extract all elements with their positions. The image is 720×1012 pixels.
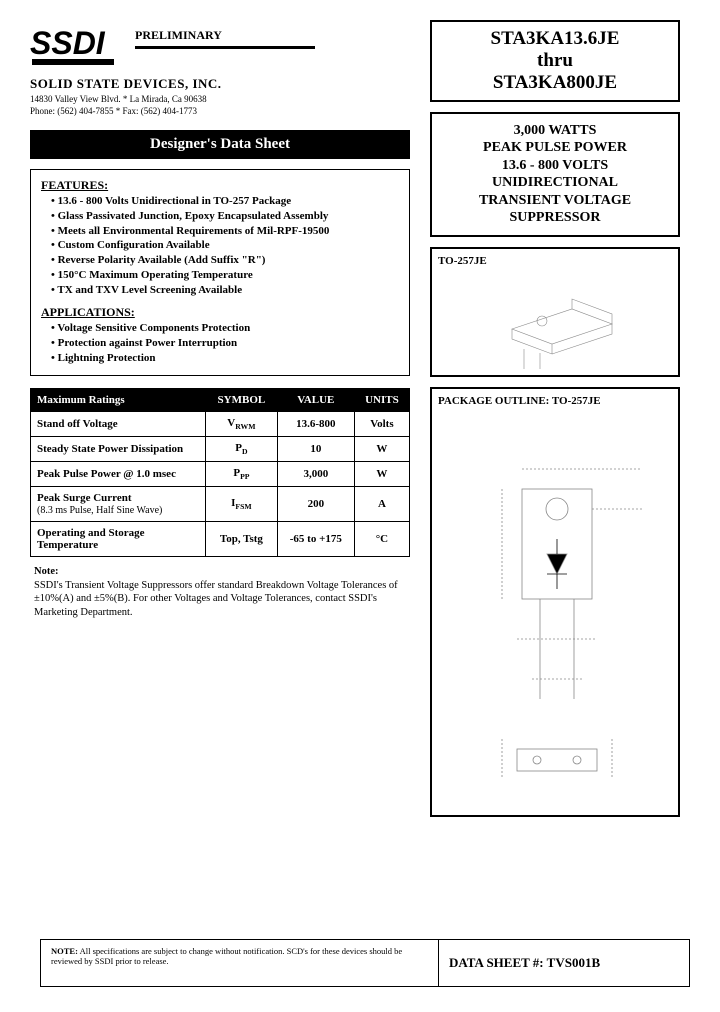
footer-datasheet-number: DATA SHEET #: TVS001B [439, 940, 689, 986]
maximum-ratings-table: Maximum Ratings SYMBOL VALUE UNITS Stand… [30, 388, 410, 558]
footer-row: NOTE: All specifications are subject to … [40, 939, 690, 987]
part-line: STA3KA800JE [432, 72, 678, 94]
table-row: Stand off VoltageVRWM13.6-800Volts [31, 411, 410, 436]
feature-item: 150°C Maximum Operating Temperature [51, 269, 399, 283]
note-label: Note: [34, 566, 59, 577]
applications-list: Voltage Sensitive Components Protection … [41, 322, 399, 365]
table-row: Peak Pulse Power @ 1.0 msecPPP3,000W [31, 461, 410, 486]
package-3d-box: TO-257JE [430, 247, 680, 377]
ratings-header: UNITS [354, 388, 409, 411]
features-title: FEATURES: [41, 178, 399, 193]
feature-item: TX and TXV Level Screening Available [51, 284, 399, 298]
ratings-header: Maximum Ratings [31, 388, 206, 411]
description-box: 3,000 WATTS PEAK PULSE POWER 13.6 - 800 … [430, 112, 680, 237]
ratings-header: SYMBOL [206, 388, 278, 411]
svg-text:SSDI: SSDI [30, 25, 106, 61]
package-outline-drawing [442, 419, 672, 809]
note-text: SSDI's Transient Voltage Suppressors off… [34, 580, 398, 618]
application-item: Lightning Protection [51, 352, 399, 366]
desc-line: SUPPRESSOR [436, 209, 674, 227]
applications-title: APPLICATIONS: [41, 305, 399, 320]
footer-note-text: All specifications are subject to change… [51, 946, 402, 966]
desc-line: UNIDIRECTIONAL [436, 174, 674, 192]
application-item: Protection against Power Interruption [51, 337, 399, 351]
features-box: FEATURES: 13.6 - 800 Volts Unidirectiona… [30, 169, 410, 376]
preliminary-label: PRELIMINARY [135, 28, 315, 43]
preliminary-underline [135, 46, 315, 49]
footer-note-label: NOTE: [51, 946, 78, 956]
part-line: STA3KA13.6JE [432, 28, 678, 50]
outline-title: PACKAGE OUTLINE: TO-257JE [438, 395, 672, 407]
desc-line: 13.6 - 800 VOLTS [436, 157, 674, 175]
table-row: Peak Surge Current(8.3 ms Pulse, Half Si… [31, 487, 410, 522]
feature-item: 13.6 - 800 Volts Unidirectional in TO-25… [51, 195, 399, 209]
features-list: 13.6 - 800 Volts Unidirectional in TO-25… [41, 195, 399, 297]
company-phone: Phone: (562) 404-7855 * Fax: (562) 404-1… [30, 106, 410, 116]
ratings-header: VALUE [277, 388, 354, 411]
table-row: Steady State Power DissipationPD10W [31, 436, 410, 461]
desc-line: 3,000 WATTS [436, 122, 674, 140]
part-number-box: STA3KA13.6JE thru STA3KA800JE [430, 20, 680, 102]
package-outline-box: PACKAGE OUTLINE: TO-257JE [430, 387, 680, 817]
footer-note: NOTE: All specifications are subject to … [41, 940, 439, 986]
desc-line: TRANSIENT VOLTAGE [436, 192, 674, 210]
part-line: thru [432, 50, 678, 72]
feature-item: Custom Configuration Available [51, 239, 399, 253]
company-name: SOLID STATE DEVICES, INC. [30, 76, 410, 92]
package-label: TO-257JE [438, 255, 672, 267]
application-item: Voltage Sensitive Components Protection [51, 322, 399, 336]
datasheet-banner: Designer's Data Sheet [30, 130, 410, 159]
company-logo: SSDI [30, 20, 125, 70]
feature-item: Meets all Environmental Requirements of … [51, 225, 399, 239]
table-row: Operating and Storage TemperatureTop, Ts… [31, 522, 410, 557]
note-block: Note: SSDI's Transient Voltage Suppresso… [30, 565, 410, 620]
package-3d-icon [482, 279, 642, 369]
feature-item: Glass Passivated Junction, Epoxy Encapsu… [51, 210, 399, 224]
desc-line: PEAK PULSE POWER [436, 139, 674, 157]
feature-item: Reverse Polarity Available (Add Suffix "… [51, 254, 399, 268]
company-address: 14830 Valley View Blvd. * La Mirada, Ca … [30, 94, 410, 104]
